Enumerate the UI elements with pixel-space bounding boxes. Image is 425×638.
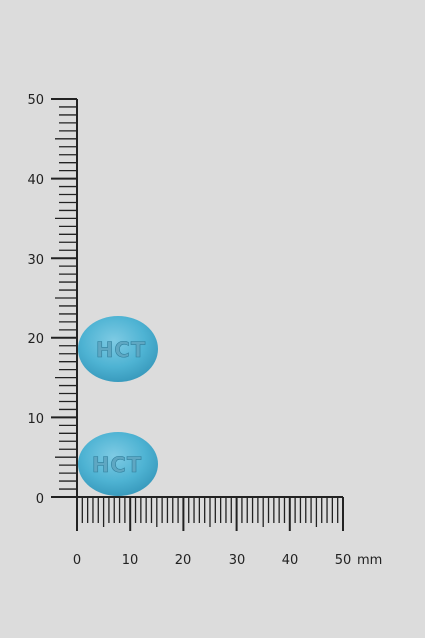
h-label-40: 40 — [282, 553, 299, 568]
v-label-0: 0 — [36, 492, 44, 507]
v-label-50: 50 — [27, 93, 44, 108]
unit-label: mm — [357, 553, 382, 568]
h-label-0: 0 — [73, 553, 81, 568]
v-label-40: 40 — [27, 173, 44, 188]
pill-bottom: HCT — [78, 432, 158, 496]
h-label-30: 30 — [229, 553, 246, 568]
pill-imprint: HCT — [92, 453, 142, 477]
pill-top: HCT — [78, 316, 158, 382]
v-label-30: 30 — [27, 253, 44, 268]
v-label-20: 20 — [27, 332, 44, 347]
pill-imprint: HCT — [96, 338, 146, 362]
h-label-50: 50 — [335, 553, 352, 568]
h-label-20: 20 — [175, 553, 192, 568]
v-label-10: 10 — [27, 412, 44, 427]
h-label-10: 10 — [122, 553, 139, 568]
